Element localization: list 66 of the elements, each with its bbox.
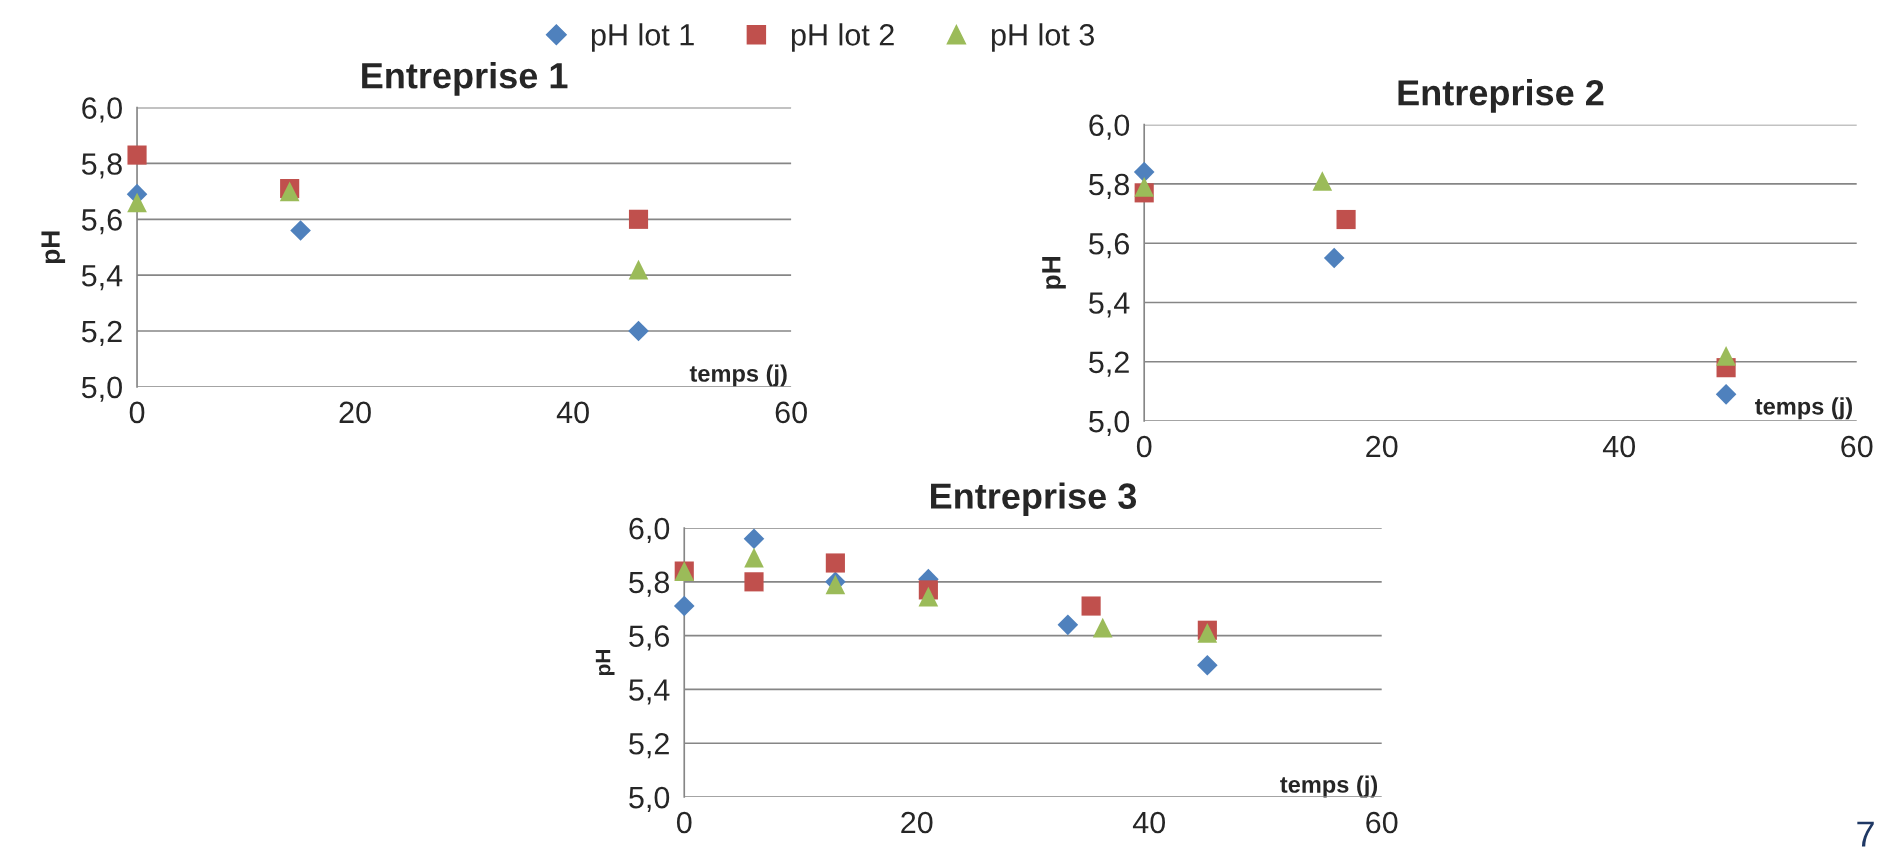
chart-title: Entreprise 3 — [931, 482, 1137, 517]
point — [290, 220, 311, 241]
text: 7 — [1857, 821, 1874, 847]
point — [1081, 596, 1101, 616]
y-axis-title: pH — [595, 650, 615, 676]
x-axis-title: temps (j) — [689, 364, 787, 387]
x-tick-label: 60 — [775, 401, 807, 424]
y-axis-title: pH — [41, 231, 66, 264]
x-tick-label: 20 — [901, 811, 933, 834]
point — [744, 572, 764, 592]
y-tick-label: 5,8 — [1089, 173, 1129, 199]
y-axis-title: pH — [1042, 257, 1066, 289]
point — [1197, 654, 1218, 676]
point — [628, 320, 649, 342]
y-tick-label: 5,0 — [629, 786, 670, 813]
point — [1323, 247, 1345, 269]
y-tick-label: 6,0 — [629, 517, 670, 544]
x-tick-label: 20 — [339, 401, 371, 424]
point — [127, 192, 147, 213]
point — [1336, 209, 1356, 230]
point — [1092, 617, 1113, 638]
point — [1716, 346, 1736, 366]
point — [1133, 161, 1155, 183]
y-tick-label: 5,0 — [81, 376, 122, 402]
point — [673, 595, 695, 617]
point — [743, 528, 765, 550]
y-tick-label: 5,6 — [1089, 232, 1129, 259]
y-tick-label: 5,4 — [81, 265, 123, 291]
y-tick-label: 5,2 — [629, 732, 669, 759]
y-tick-label: 5,4 — [629, 679, 670, 705]
y-tick-label: 5,4 — [1089, 292, 1130, 318]
legend-label: pH lot 1 — [591, 23, 694, 52]
y-tick-label: 5,6 — [629, 625, 670, 651]
y-tick-label: 5,2 — [1089, 351, 1129, 377]
x-tick-label: 40 — [1132, 811, 1166, 834]
point — [1057, 614, 1079, 636]
x-tick-label: 40 — [1602, 435, 1636, 458]
y-tick-label: 6,0 — [1089, 114, 1130, 140]
x-tick-label: 40 — [556, 401, 589, 424]
x-axis-title: temps (j) — [1755, 397, 1852, 420]
y-tick-label: 6,0 — [82, 97, 122, 123]
x-tick-label: 60 — [1841, 435, 1873, 458]
y-tick-label: 5,2 — [81, 320, 122, 346]
x-axis-title: temps (j) — [1280, 775, 1378, 798]
point — [1134, 177, 1155, 197]
legend-label: pH lot 2 — [791, 23, 894, 52]
legend-label: pH lot 3 — [991, 23, 1094, 52]
point — [1312, 171, 1333, 191]
point — [744, 547, 764, 568]
y-tick-label: 5,8 — [81, 153, 122, 179]
point — [918, 586, 939, 607]
x-tick-label: 20 — [1366, 435, 1398, 458]
point — [628, 259, 649, 280]
x-tick-label: 60 — [1366, 811, 1398, 834]
chart-title: Entreprise 2 — [1398, 79, 1604, 113]
x-tick-label: 0 — [1136, 435, 1152, 458]
x-tick-label: 0 — [129, 401, 145, 424]
chart-title: Entreprise 1 — [362, 61, 568, 96]
x-tick-label: 0 — [676, 811, 692, 834]
y-tick-label: 5,0 — [1089, 410, 1130, 436]
point — [825, 553, 845, 573]
y-tick-label: 5,8 — [629, 571, 670, 597]
point — [628, 209, 649, 229]
y-tick-label: 5,6 — [81, 209, 122, 235]
point — [1715, 384, 1737, 405]
point — [127, 145, 147, 165]
